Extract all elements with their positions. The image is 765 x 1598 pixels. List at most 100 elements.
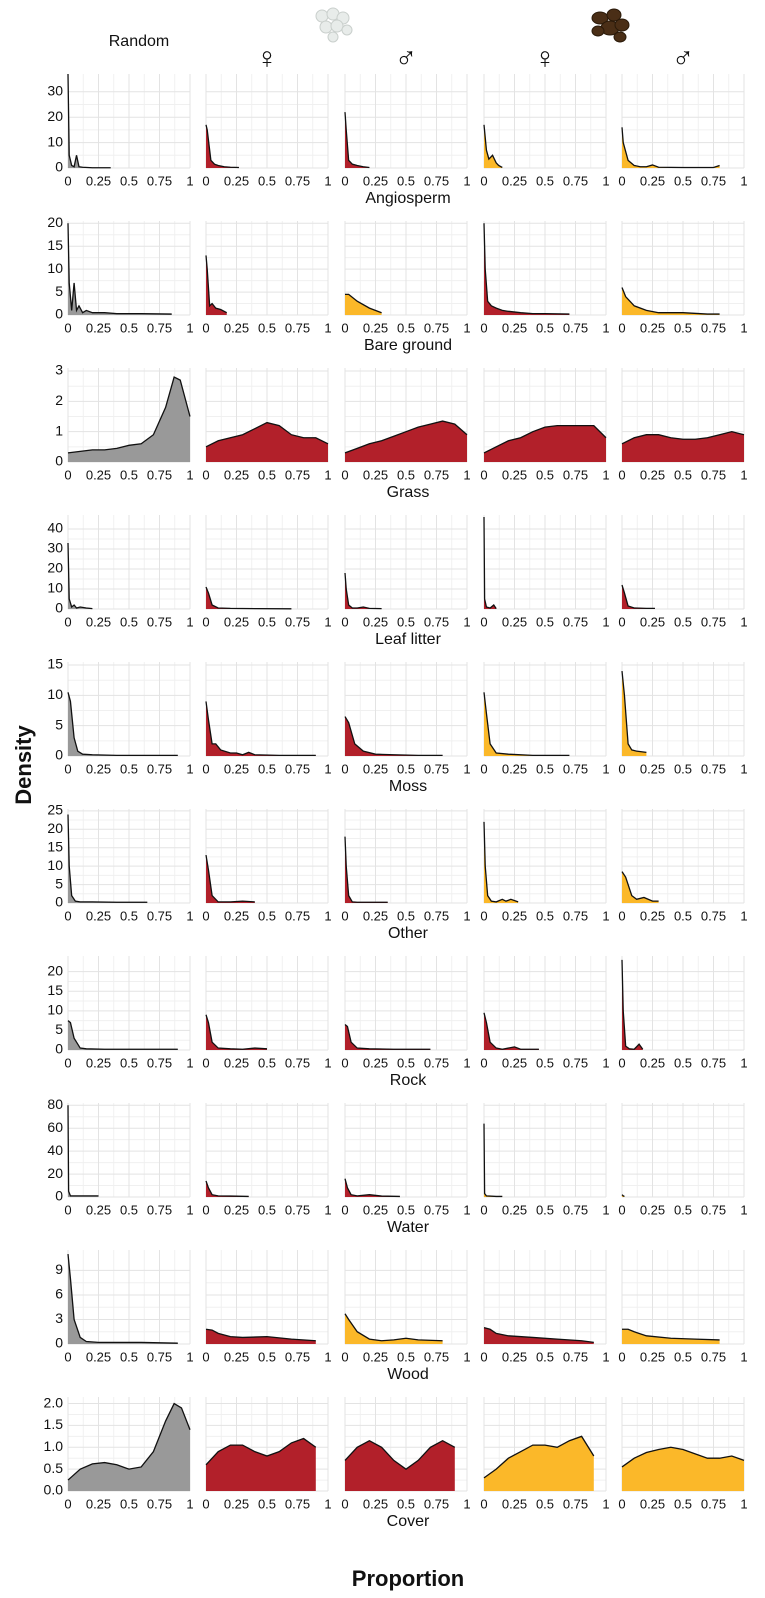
x-tick-label: 0.25 xyxy=(502,761,527,776)
x-tick-label: 0 xyxy=(480,173,487,188)
x-tick-label: 0 xyxy=(64,1202,71,1217)
x-tick-label: 0 xyxy=(341,320,348,335)
x-tick-label: 0.75 xyxy=(285,1496,310,1511)
x-tick-label: 0 xyxy=(480,1202,487,1217)
x-tick-label: 1 xyxy=(186,1496,193,1511)
x-tick-label: 0.5 xyxy=(536,761,554,776)
x-tick-label: 1 xyxy=(602,173,609,188)
column-label: ♀ xyxy=(256,42,279,75)
x-tick-label: 1 xyxy=(324,1496,331,1511)
x-tick-label: 0.5 xyxy=(120,614,138,629)
y-tick-label: 0 xyxy=(55,747,63,763)
density-line xyxy=(68,1254,178,1343)
x-tick-label: 0.5 xyxy=(258,320,276,335)
x-tick-label: 1 xyxy=(602,1349,609,1364)
x-tick-label: 0.25 xyxy=(640,1496,665,1511)
x-tick-label: 0 xyxy=(341,1496,348,1511)
x-tick-label: 0.5 xyxy=(674,467,692,482)
row-label: Wood xyxy=(387,1366,429,1383)
y-tick-label: 20 xyxy=(47,820,63,836)
x-tick-label: 1 xyxy=(324,320,331,335)
y-tick-label: 10 xyxy=(47,1002,63,1018)
x-tick-label: 0.75 xyxy=(147,1496,172,1511)
density-line xyxy=(68,692,178,755)
x-tick-label: 0.75 xyxy=(147,320,172,335)
y-tick-label: 80 xyxy=(47,1096,63,1112)
x-tick-label: 0.75 xyxy=(701,908,726,923)
column-label: ♀ xyxy=(534,42,557,75)
x-tick-label: 0.75 xyxy=(424,761,449,776)
x-tick-label: 0.5 xyxy=(120,1349,138,1364)
area-fill xyxy=(345,837,388,903)
x-tick-label: 0.5 xyxy=(536,614,554,629)
x-tick-label: 1 xyxy=(463,761,470,776)
area-fill xyxy=(345,1025,430,1050)
x-tick-label: 0.75 xyxy=(701,614,726,629)
density-line xyxy=(345,112,369,167)
y-tick-label: 0 xyxy=(55,1041,63,1057)
x-tick-label: 0.5 xyxy=(674,614,692,629)
x-tick-label: 0.75 xyxy=(424,1055,449,1070)
x-tick-label: 1 xyxy=(186,1202,193,1217)
x-tick-label: 0.5 xyxy=(258,1202,276,1217)
density-line xyxy=(68,74,111,168)
x-tick-label: 0 xyxy=(202,614,209,629)
x-tick-label: 0 xyxy=(202,1496,209,1511)
y-tick-label: 0 xyxy=(55,600,63,616)
y-tick-label: 15 xyxy=(47,656,63,672)
x-tick-label: 1 xyxy=(186,1055,193,1070)
area-fill xyxy=(206,855,255,903)
row-label: Bare ground xyxy=(364,337,452,354)
x-tick-label: 1 xyxy=(463,1349,470,1364)
x-tick-label: 0.25 xyxy=(363,173,388,188)
x-tick-label: 0.75 xyxy=(285,761,310,776)
x-tick-label: 1 xyxy=(463,1055,470,1070)
x-tick-label: 0 xyxy=(480,1055,487,1070)
area-fill xyxy=(68,1021,178,1050)
x-tick-label: 0.25 xyxy=(502,173,527,188)
x-tick-label: 0.5 xyxy=(536,908,554,923)
density-line xyxy=(206,1181,249,1196)
row-label: Leaf litter xyxy=(375,631,441,648)
y-tick-label: 1.0 xyxy=(44,1438,64,1454)
row-label: Rock xyxy=(390,1072,427,1089)
x-tick-label: 0.5 xyxy=(397,320,415,335)
x-tick-label: 0.5 xyxy=(536,1055,554,1070)
x-tick-label: 0.25 xyxy=(86,320,111,335)
area-fill xyxy=(484,1328,594,1344)
x-tick-label: 0.75 xyxy=(563,173,588,188)
x-tick-label: 0.5 xyxy=(397,1055,415,1070)
x-tick-label: 0.75 xyxy=(701,467,726,482)
x-tick-label: 0.75 xyxy=(147,1349,172,1364)
adult-icon xyxy=(592,9,629,42)
x-tick-label: 0.25 xyxy=(640,1202,665,1217)
x-tick-label: 1 xyxy=(186,1349,193,1364)
area-fill xyxy=(68,692,178,756)
x-tick-label: 1 xyxy=(324,467,331,482)
y-tick-label: 60 xyxy=(47,1119,63,1135)
x-tick-label: 0.25 xyxy=(363,1496,388,1511)
x-tick-label: 0.5 xyxy=(674,1055,692,1070)
column-label: ♂ xyxy=(672,42,695,75)
x-tick-label: 1 xyxy=(463,614,470,629)
x-tick-label: 0.75 xyxy=(285,173,310,188)
y-tick-label: 5 xyxy=(55,1021,63,1037)
x-tick-label: 0 xyxy=(618,1202,625,1217)
x-tick-label: 0 xyxy=(480,467,487,482)
x-tick-label: 0.25 xyxy=(363,1349,388,1364)
density-line xyxy=(484,822,518,902)
x-tick-label: 0.25 xyxy=(363,1202,388,1217)
x-tick-label: 0.75 xyxy=(563,1496,588,1511)
x-tick-label: 0.25 xyxy=(224,320,249,335)
density-line xyxy=(345,573,382,609)
x-tick-label: 1 xyxy=(740,908,747,923)
x-tick-label: 0.5 xyxy=(674,908,692,923)
x-tick-label: 0.75 xyxy=(147,173,172,188)
x-tick-label: 0.25 xyxy=(224,761,249,776)
y-tick-label: 20 xyxy=(47,108,63,124)
x-tick-label: 0.25 xyxy=(86,1349,111,1364)
x-tick-label: 0.5 xyxy=(674,173,692,188)
y-tick-label: 0 xyxy=(55,1188,63,1204)
x-tick-label: 0.75 xyxy=(424,1349,449,1364)
x-tick-label: 0.75 xyxy=(147,614,172,629)
